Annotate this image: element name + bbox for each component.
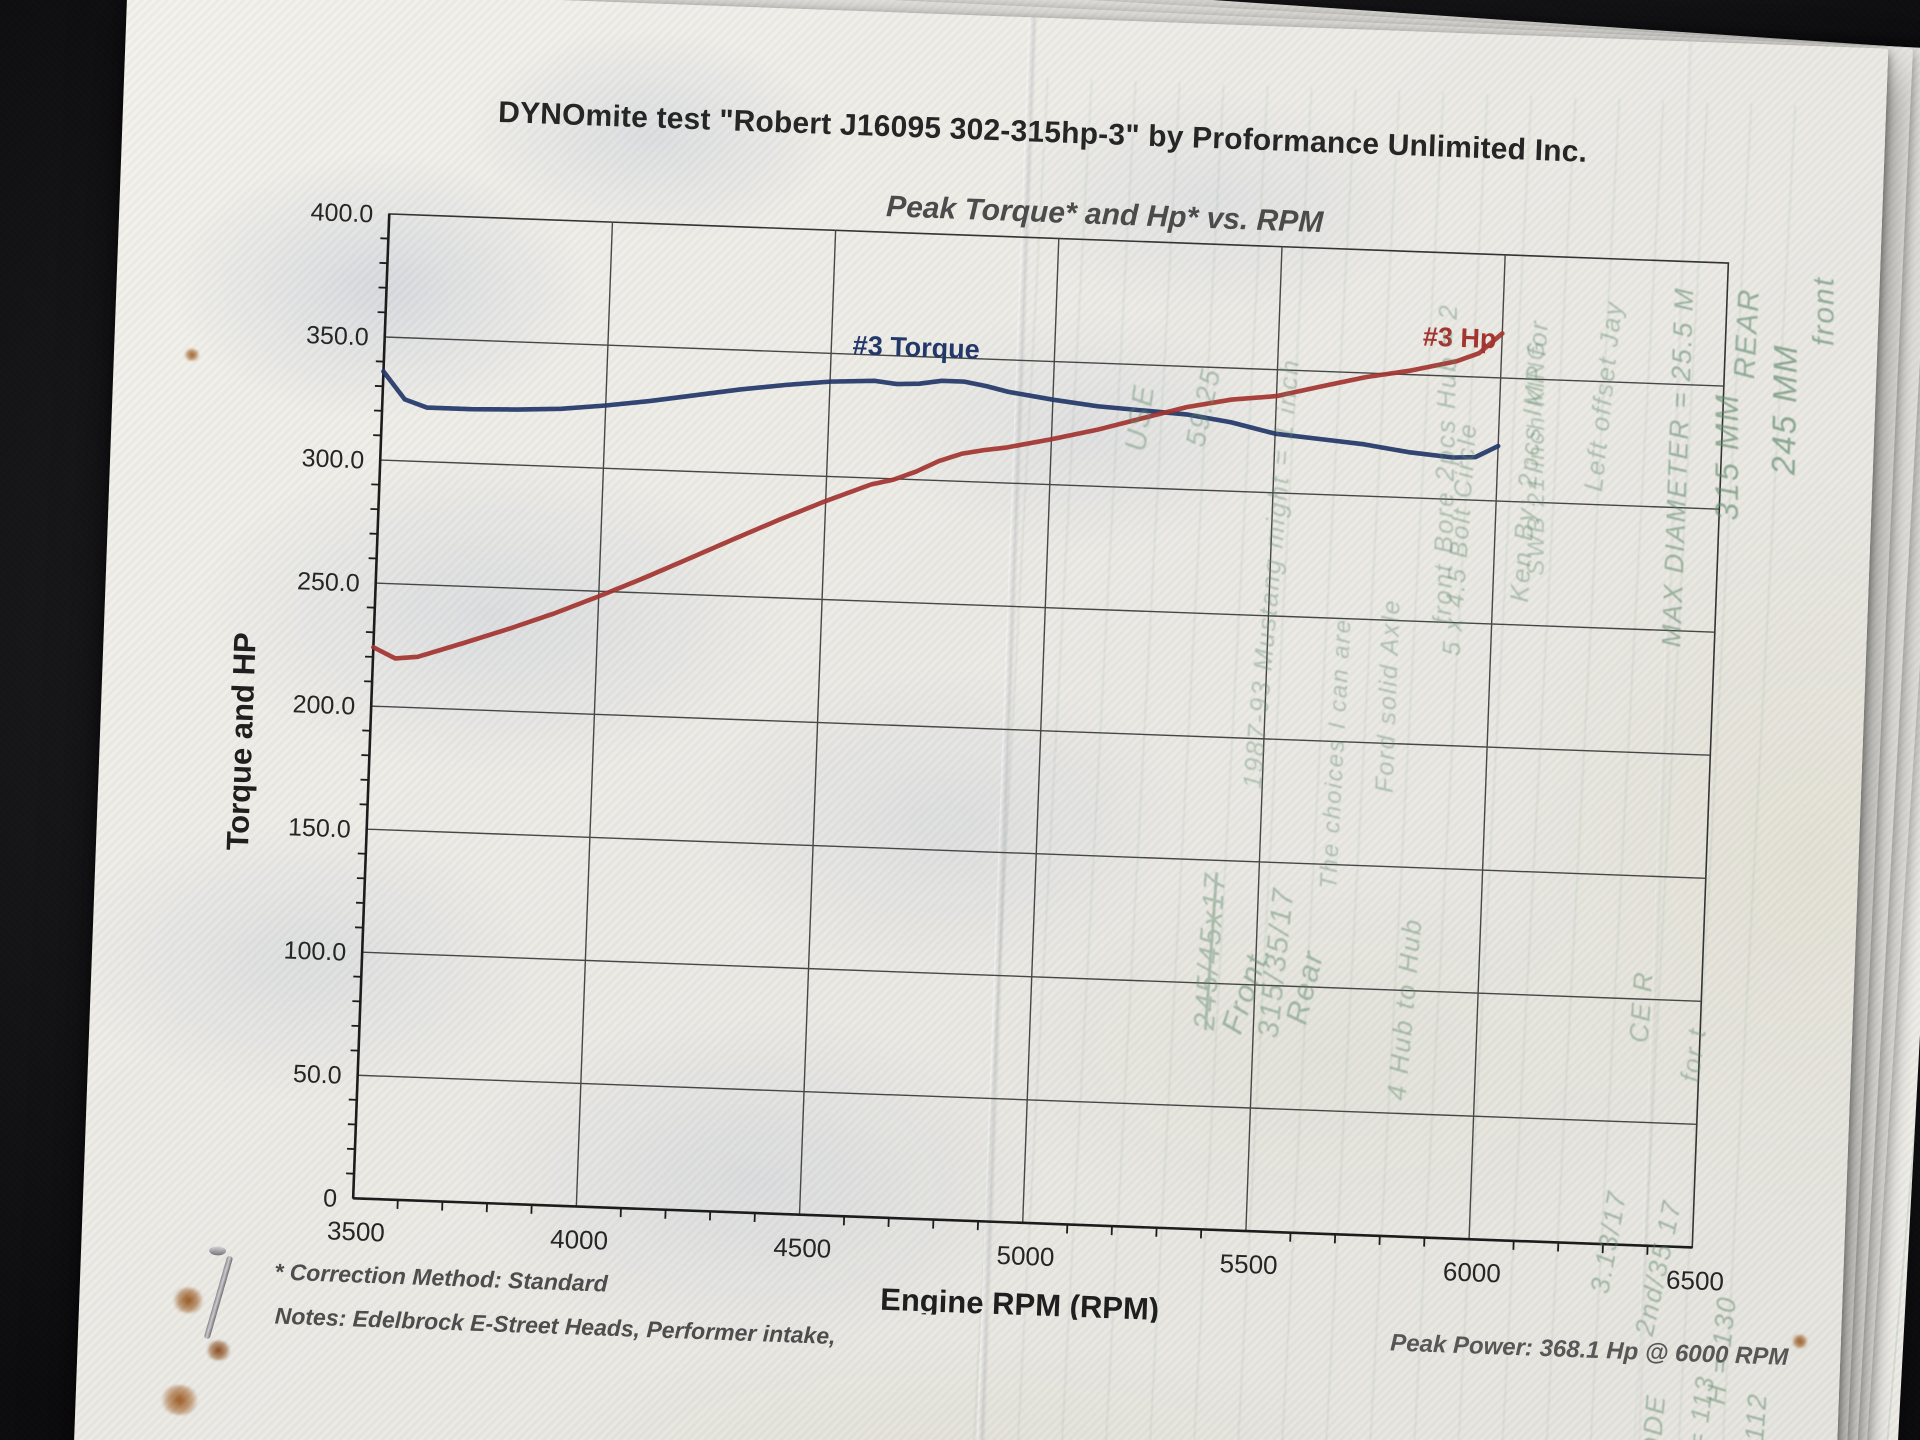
handwriting-note: CODE: [1633, 1392, 1672, 1440]
rust-stain: [159, 1384, 201, 1416]
x-tick-label: 3500: [326, 1215, 385, 1247]
y-tick-label: 200.0: [292, 690, 356, 720]
x-tick-label: 5500: [1219, 1248, 1278, 1280]
gridline-y: [362, 951, 1702, 1003]
gridline-y: [375, 582, 1715, 633]
x-tick-label: 6500: [1666, 1264, 1725, 1296]
y-tick-label: 50.0: [292, 1060, 342, 1090]
x-axis-title: Engine RPM (RPM): [880, 1282, 1160, 1327]
rust-stain: [1790, 1334, 1810, 1349]
engine-notes-line: Notes: Edelbrock E-Street Heads, Perform…: [274, 1302, 837, 1350]
y-tick-label: 100.0: [283, 936, 347, 966]
y-tick-label: 150.0: [288, 813, 352, 843]
series-hp: [371, 331, 1505, 661]
handwriting-note: 2 = 113: [1678, 1373, 1721, 1440]
gridline-y: [366, 828, 1706, 879]
x-axis: [353, 1196, 1693, 1249]
chart-title: Peak Torque* and Hp* vs. RPM: [886, 190, 1325, 239]
series-torque: [381, 369, 1501, 460]
handwriting-note: 112: [1739, 1391, 1773, 1440]
rust-stain: [205, 1339, 232, 1361]
gridline-y: [380, 459, 1720, 510]
dyno-report-paper: DYNOmite test "Robert J16095 302-315hp-3…: [73, 0, 1889, 1440]
y-axis-title: Torque and HP: [220, 632, 263, 851]
series-label: #3 Hp: [1422, 322, 1497, 355]
x-tick-label: 4500: [773, 1232, 832, 1264]
series-label: #3 Torque: [852, 330, 980, 365]
gridline-y: [371, 705, 1711, 756]
y-tick-label: 300.0: [301, 444, 365, 474]
x-tick-label: 5000: [996, 1240, 1055, 1272]
y-tick-label: 350.0: [306, 321, 370, 351]
rust-stain: [170, 1286, 206, 1314]
dyno-chart: 0 50.0 100.0 150.0 200.0 250.0 300.0 350.0 400.0…: [220, 190, 1730, 1327]
y-axis: [351, 213, 391, 1199]
y-tick-label: 0: [323, 1184, 338, 1212]
gridline-y: [384, 336, 1724, 387]
y-tick-label: 400.0: [310, 198, 374, 228]
y-tick-label: 250.0: [297, 567, 361, 597]
handwriting-note: front: [1807, 275, 1841, 347]
gridline-y: [357, 1074, 1697, 1126]
x-tick-label: 6000: [1442, 1256, 1501, 1288]
x-tick-label: 4000: [550, 1224, 609, 1256]
